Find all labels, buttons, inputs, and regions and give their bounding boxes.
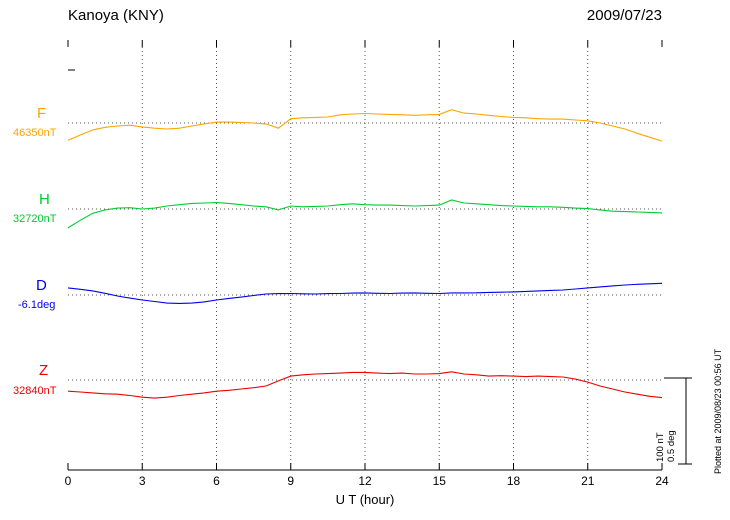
x-tick-label-18: 18 [506, 474, 521, 488]
series-baseline-H: 32720nT [13, 213, 57, 225]
scale-bar-labels: 100 nT 0.5 deg [655, 396, 677, 462]
trace-H [67, 199, 663, 229]
station-title: Kanoya (KNY) [68, 7, 164, 24]
series-label-F: F [37, 105, 47, 122]
plotted-at-note: Plotted at 2009/08/23 00:56 UT [713, 348, 723, 474]
trace-F [67, 109, 663, 142]
x-tick-label-0: 0 [64, 474, 72, 488]
x-tick-label-15: 15 [432, 474, 446, 488]
series-baseline-Z: 32840nT [13, 385, 57, 397]
scale-deg-label: 0.5 deg [666, 430, 677, 462]
trace-D [67, 282, 663, 304]
trace-Z [67, 371, 663, 399]
x-tick-label-21: 21 [581, 474, 595, 488]
series-baseline-F: 46350nT [13, 127, 57, 139]
x-tick-label-12: 12 [358, 474, 372, 488]
x-tick-label-3: 3 [138, 474, 146, 488]
x-tick-label-24: 24 [655, 474, 669, 488]
x-tick-label-6: 6 [213, 474, 220, 488]
series-label-H: H [39, 191, 50, 208]
x-tick-label-9: 9 [287, 474, 295, 488]
series-label-Z: Z [39, 362, 49, 379]
series-label-D: D [36, 277, 47, 294]
date-label: 2009/07/23 [586, 7, 662, 24]
series-baseline-D: -6.1deg [18, 299, 56, 311]
scale-nt-label: 100 nT [655, 432, 666, 462]
x-axis-title: U T (hour) [335, 492, 395, 507]
